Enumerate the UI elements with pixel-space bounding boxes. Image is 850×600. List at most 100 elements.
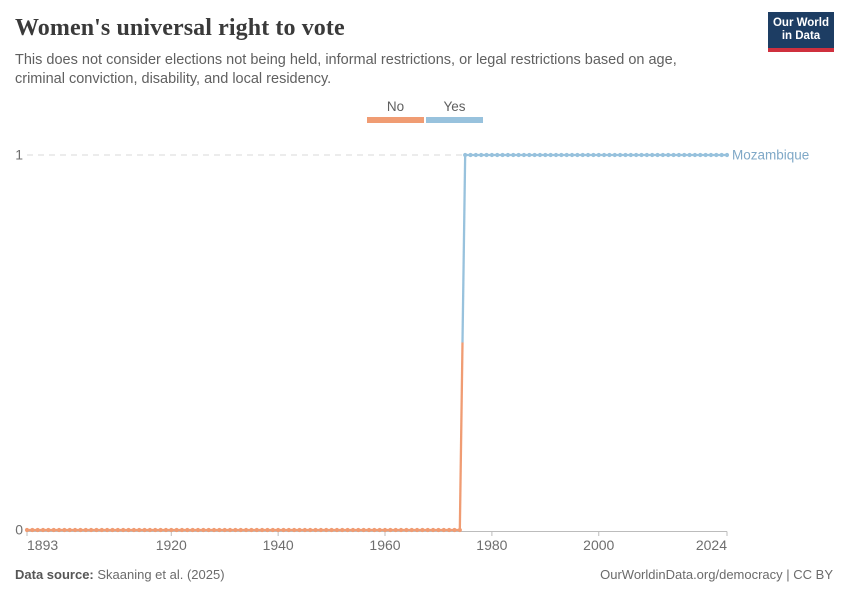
data-source-label: Data source: [15, 567, 94, 582]
data-point [163, 527, 169, 533]
data-point [243, 527, 249, 533]
data-point [324, 527, 329, 533]
data-point [495, 152, 500, 158]
data-point [452, 527, 457, 533]
data-point [126, 527, 131, 533]
data-point [153, 527, 158, 533]
x-tick-label: 2000 [583, 537, 614, 553]
data-point [46, 527, 51, 533]
data-point [24, 527, 30, 533]
data-point [489, 152, 494, 158]
data-point [516, 152, 521, 158]
legend-item-no[interactable]: No [367, 99, 424, 123]
legend-label-no: No [386, 99, 405, 114]
x-tick-label: 2024 [696, 537, 727, 553]
data-point [708, 152, 714, 158]
data-point [655, 152, 660, 158]
step-connector-lower [458, 342, 464, 531]
data-point [382, 527, 388, 533]
owid-logo-box: Our World in Data [768, 12, 834, 48]
data-point [222, 527, 227, 533]
data-point [687, 152, 692, 158]
data-point [131, 527, 136, 533]
data-point [201, 527, 206, 533]
data-point [500, 152, 505, 158]
data-point [238, 527, 243, 533]
data-point [569, 152, 575, 158]
legend-item-yes[interactable]: Yes [426, 99, 483, 123]
data-point [206, 527, 211, 533]
data-point [511, 152, 516, 158]
data-point [527, 152, 532, 158]
data-point [676, 152, 682, 158]
data-point [559, 152, 564, 158]
data-point [644, 152, 649, 158]
data-point [115, 527, 120, 533]
entity-label[interactable]: Mozambique [732, 148, 809, 163]
series-line-mozambique[interactable] [24, 152, 730, 533]
data-point [62, 527, 67, 533]
chart-subtitle: This does not consider elections not bei… [15, 52, 677, 87]
step-connector-upper [461, 154, 467, 343]
data-point [51, 527, 56, 533]
data-point [174, 527, 179, 533]
y-axis: 01 [15, 147, 23, 538]
data-point [623, 152, 628, 158]
data-point [591, 152, 596, 158]
data-point [719, 152, 724, 158]
data-point [420, 527, 425, 533]
data-point [548, 152, 553, 158]
data-point [468, 152, 473, 158]
data-point [35, 527, 40, 533]
owid-logo-accent-strip [768, 48, 834, 52]
data-point [660, 152, 665, 158]
data-point [40, 527, 46, 533]
data-point [270, 527, 275, 533]
data-point [217, 527, 222, 533]
data-point [350, 527, 356, 533]
data-point [260, 527, 265, 533]
data-point [724, 152, 730, 158]
data-point [671, 152, 676, 158]
data-point [340, 527, 345, 533]
data-point [473, 152, 478, 158]
data-source: Data source: Skaaning et al. (2025) [15, 567, 225, 582]
data-point [388, 527, 393, 533]
data-point [78, 527, 83, 533]
data-point [292, 527, 297, 533]
data-point [612, 152, 617, 158]
data-point [302, 527, 307, 533]
data-point [249, 527, 254, 533]
data-point [404, 527, 409, 533]
data-point [639, 152, 644, 158]
data-point [479, 152, 484, 158]
data-point [543, 152, 548, 158]
x-tick-label: 1960 [369, 537, 400, 553]
data-point [601, 152, 607, 158]
data-point [233, 527, 238, 533]
data-point [297, 527, 302, 533]
owid-logo[interactable]: Our World in Data [768, 12, 834, 52]
data-point [158, 527, 163, 533]
data-point [185, 527, 190, 533]
data-point [505, 152, 511, 158]
data-point [227, 527, 233, 533]
x-tick-label: 1940 [263, 537, 294, 553]
data-point [137, 527, 142, 533]
x-axis: 1893 1920 1940 1960 1980 2000 2024 [26, 531, 728, 553]
data-point [83, 527, 88, 533]
credit-link[interactable]: OurWorldinData.org/democracy | CC BY [600, 567, 833, 582]
data-point [714, 152, 719, 158]
data-point [345, 527, 350, 533]
data-point [698, 152, 703, 158]
x-tick-label: 1920 [156, 537, 187, 553]
data-point [436, 527, 441, 533]
data-point [564, 152, 569, 158]
data-point [447, 527, 452, 533]
data-point [703, 152, 708, 158]
logo-line-1: Our World [772, 17, 829, 29]
legend-swatch-no [367, 117, 424, 123]
data-point [393, 527, 398, 533]
